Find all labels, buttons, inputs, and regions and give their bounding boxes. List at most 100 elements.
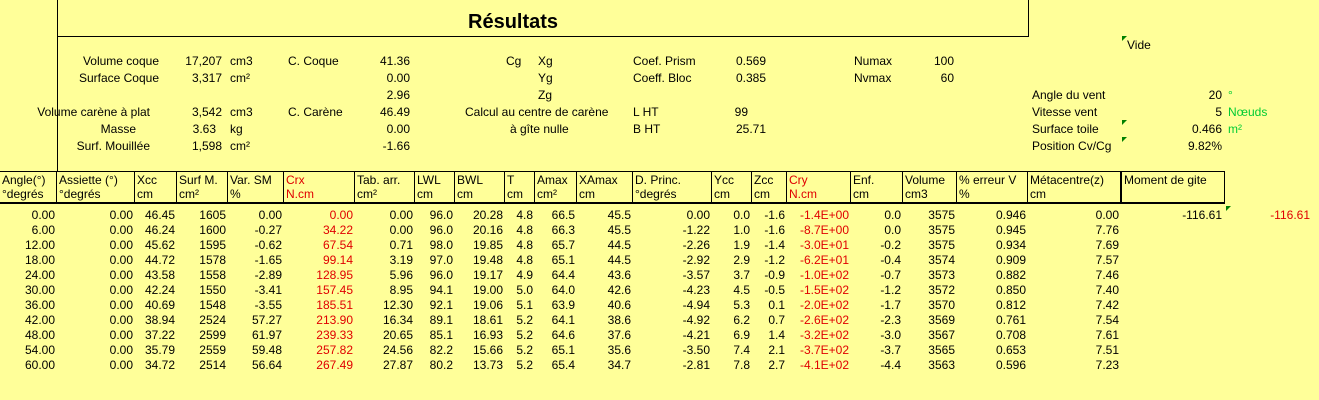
cell-d-princ: -1.22 (682, 223, 710, 237)
cell-xamax: 43.6 (607, 268, 631, 282)
column-header-line: T (507, 173, 515, 187)
cell-angle: 48.00 (24, 328, 55, 342)
cell-tab-arr: 24.56 (382, 343, 413, 357)
cell-amax: 63.9 (551, 298, 575, 312)
cell-bwl: 19.85 (472, 238, 503, 252)
cell-erreur-v: 0.934 (995, 238, 1026, 252)
cell-xamax: 34.7 (607, 358, 631, 372)
cell-volume: 3565 (928, 343, 955, 357)
column-header-line: cm (579, 187, 595, 201)
cell-assiette: 0.00 (109, 283, 133, 297)
nvmax-label: Nvmax (854, 71, 892, 85)
cell-xcc: 44.72 (144, 253, 175, 267)
cell-lwl: 96.0 (429, 223, 453, 237)
column-header-line: % (959, 187, 970, 201)
cell-angle: 12.00 (24, 238, 55, 252)
cell-metacentre: 7.23 (1095, 358, 1119, 372)
column-header-line: cm (714, 187, 730, 201)
cell-ycc: 0.0 (733, 208, 750, 222)
cell-amax: 64.6 (551, 328, 575, 342)
cell-ycc: 1.9 (733, 238, 750, 252)
surface-toile-label: Surface toile (1032, 122, 1099, 136)
cell-metacentre: 7.54 (1095, 313, 1119, 327)
cell-volume: 3570 (928, 298, 955, 312)
cell-erreur-v: 0.653 (995, 343, 1026, 357)
lht-value: 99 (734, 105, 748, 119)
column-header-line: cm² (179, 187, 199, 201)
cell-crx: 239.33 (316, 328, 353, 342)
cell-surf-m: 1605 (199, 208, 226, 222)
cell-ycc: 2.9 (733, 253, 750, 267)
cell-ycc: 4.5 (733, 283, 750, 297)
surface-toile-unit: m² (1228, 122, 1242, 136)
cell-amax: 65.1 (551, 253, 575, 267)
column-header-line: Cry (789, 173, 808, 187)
cell-var-sm: -0.27 (254, 223, 282, 237)
cell-ycc: 6.9 (733, 328, 750, 342)
cell-xamax: 45.5 (607, 208, 631, 222)
angle-vent-unit: ° (1228, 88, 1233, 102)
cell-crx: 157.45 (316, 283, 353, 297)
cell-d-princ: -2.26 (682, 238, 710, 252)
column-header-line: N.cm (789, 187, 817, 201)
cell-volume: 3574 (928, 253, 955, 267)
cell-enf: -1.2 (880, 283, 901, 297)
cell-cry: -3.2E+02 (799, 328, 849, 342)
cell-zcc: 0.7 (768, 313, 785, 327)
cell-bwl: 19.17 (472, 268, 503, 282)
cell-amax: 65.7 (551, 238, 575, 252)
cell-ycc: 3.7 (733, 268, 750, 282)
cell-tab-arr: 0.00 (389, 223, 413, 237)
cell-crx: 0.00 (329, 208, 353, 222)
surface-toile-value[interactable]: 0.466 (1191, 122, 1222, 136)
cg-label: Cg (506, 54, 522, 68)
cell-lwl: 80.2 (429, 358, 453, 372)
cell-var-sm: 56.64 (251, 358, 282, 372)
volume-carene-unit: cm3 (230, 105, 253, 119)
cell-assiette: 0.00 (109, 208, 133, 222)
cell-xamax: 44.5 (607, 253, 631, 267)
frame-line (57, 36, 1029, 37)
cell-crx: 34.22 (322, 223, 353, 237)
cell-zcc: -1.6 (764, 208, 785, 222)
cell-cry: -1.0E+02 (799, 268, 849, 282)
cell-ycc: 7.4 (733, 343, 750, 357)
cell-t: 4.8 (516, 238, 533, 252)
column-header-var-sm: Var. SM% (228, 172, 284, 202)
cell-erreur-v: 0.812 (995, 298, 1026, 312)
vide-label: Vide (1127, 38, 1151, 52)
cell-bwl: 16.93 (472, 328, 503, 342)
cell-cry: -2.6E+02 (799, 313, 849, 327)
cell-cry: -2.0E+02 (799, 298, 849, 312)
cell-surf-m: 1550 (199, 283, 226, 297)
masse-value: 3.63 (192, 122, 216, 136)
cell-crx: 67.54 (322, 238, 353, 252)
cell-var-sm: -3.55 (254, 298, 282, 312)
angle-vent-value[interactable]: 20 (1208, 88, 1222, 102)
cell-erreur-v: 0.850 (995, 283, 1026, 297)
cell-enf: 0.0 (884, 208, 901, 222)
cell-tab-arr: 12.30 (382, 298, 413, 312)
numax-value: 100 (933, 54, 954, 68)
cell-cry: -6.2E+01 (799, 253, 849, 267)
table-header-bottom-line (0, 202, 1225, 204)
cell-xamax: 40.6 (607, 298, 631, 312)
cell-lwl: 97.0 (429, 253, 453, 267)
cell-enf: -1.7 (880, 298, 901, 312)
cell-metacentre: 7.76 (1095, 223, 1119, 237)
cell-assiette: 0.00 (109, 343, 133, 357)
cell-erreur-v: 0.945 (995, 223, 1026, 237)
cell-var-sm: 61.97 (251, 328, 282, 342)
cell-d-princ: -4.23 (682, 283, 710, 297)
column-header-line: cm (457, 187, 473, 201)
cell-amax: 64.4 (551, 268, 575, 282)
column-header-line: °degrés (2, 187, 44, 201)
cell-assiette: 0.00 (109, 328, 133, 342)
cell-var-sm: -0.62 (254, 238, 282, 252)
column-header-tab-arr: Tab. arr. cm² (355, 172, 415, 202)
comment-marker-icon (1122, 137, 1127, 142)
cell-surf-m: 1548 (199, 298, 226, 312)
nvmax-value: 60 (940, 71, 954, 85)
cell-surf-m: 1578 (199, 253, 226, 267)
vitesse-vent-value[interactable]: 5 (1215, 105, 1222, 119)
